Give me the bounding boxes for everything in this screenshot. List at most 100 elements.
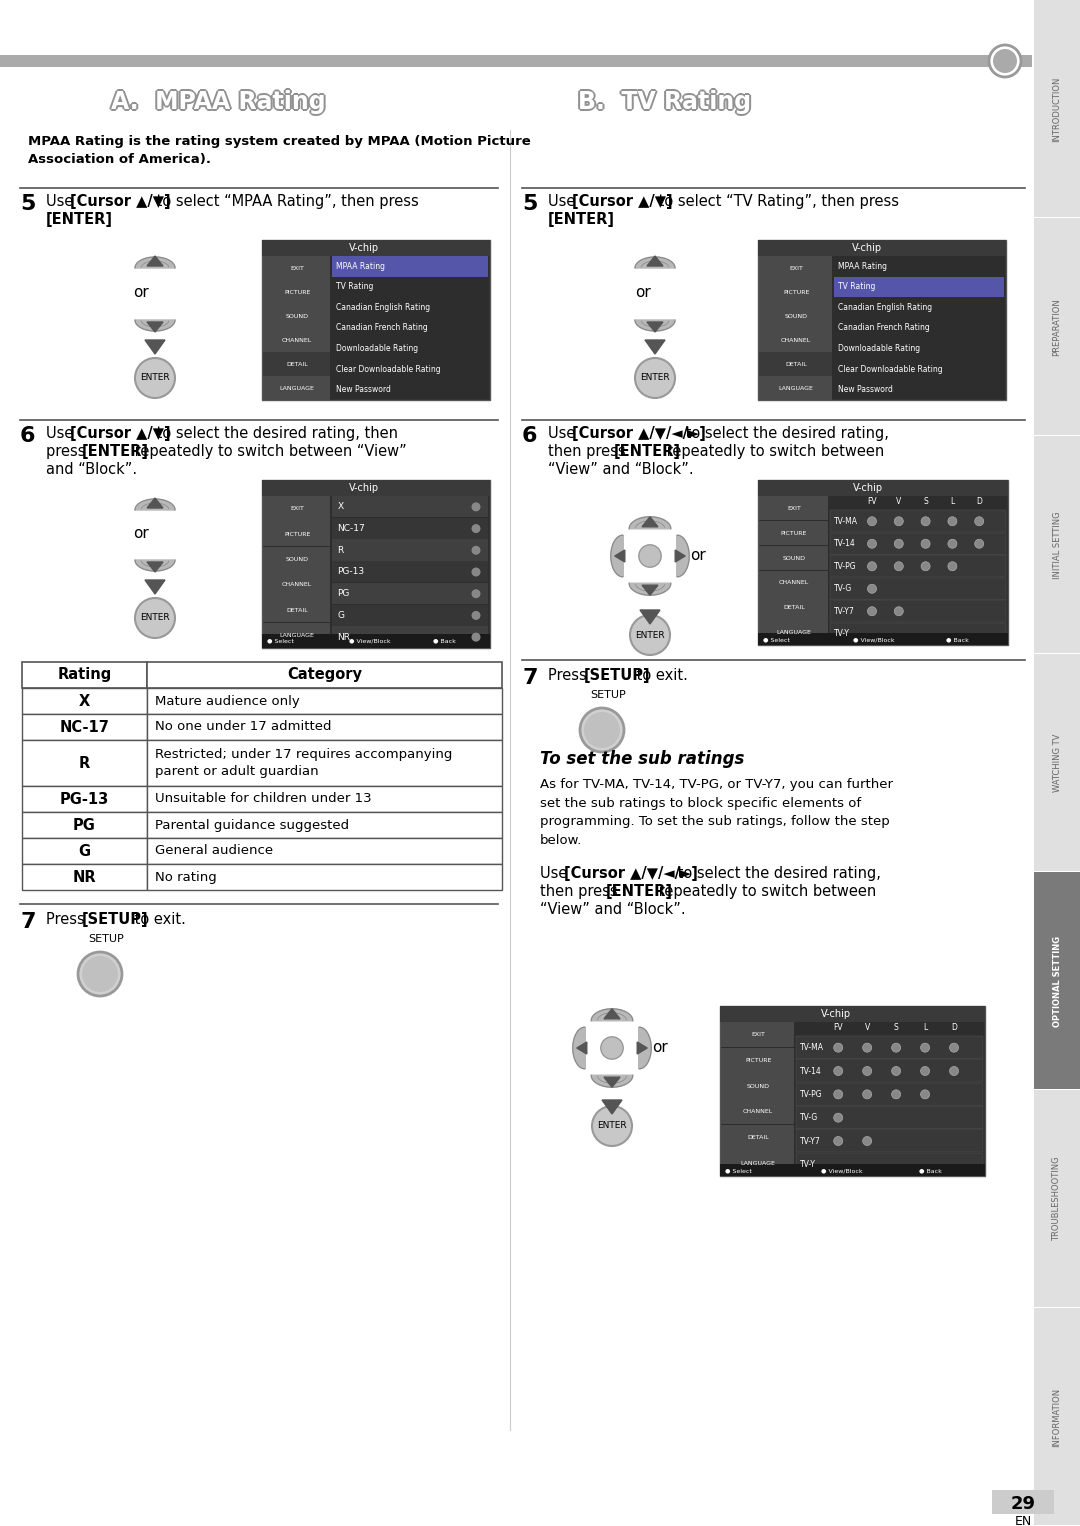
Bar xyxy=(264,496,330,520)
Polygon shape xyxy=(147,562,163,572)
Text: SETUP: SETUP xyxy=(87,934,124,945)
Bar xyxy=(796,1129,983,1152)
Text: FV: FV xyxy=(867,497,877,507)
Text: to select “TV Rating”, then press: to select “TV Rating”, then press xyxy=(653,194,899,209)
Text: B.  TV Rating: B. TV Rating xyxy=(578,90,751,114)
Text: TV-G: TV-G xyxy=(800,1112,819,1122)
Polygon shape xyxy=(640,610,660,624)
Text: TV-G: TV-G xyxy=(834,584,852,594)
Text: CHANNEL: CHANNEL xyxy=(282,337,312,342)
Text: V-chip: V-chip xyxy=(821,1009,851,1019)
Bar xyxy=(264,304,330,328)
Polygon shape xyxy=(675,549,685,562)
Bar xyxy=(22,662,147,688)
Text: .: . xyxy=(595,212,600,227)
Bar xyxy=(147,740,502,786)
Text: SOUND: SOUND xyxy=(783,555,806,560)
Text: DETAIL: DETAIL xyxy=(785,362,807,366)
Bar xyxy=(333,256,488,276)
Text: Canadian English Rating: Canadian English Rating xyxy=(336,304,431,311)
Bar xyxy=(147,786,502,812)
Text: PG: PG xyxy=(73,818,96,833)
Circle shape xyxy=(894,607,903,617)
Polygon shape xyxy=(591,1009,633,1021)
Circle shape xyxy=(580,708,624,752)
Text: 6: 6 xyxy=(522,426,538,446)
Text: CHANNEL: CHANNEL xyxy=(743,1109,773,1114)
Text: or: or xyxy=(690,548,705,563)
Text: press: press xyxy=(46,444,90,459)
Bar xyxy=(1034,655,1080,871)
Bar xyxy=(147,714,502,740)
Circle shape xyxy=(892,1090,901,1099)
Bar xyxy=(831,577,1005,600)
Circle shape xyxy=(472,523,481,533)
Text: ● View/Block: ● View/Block xyxy=(821,1167,862,1173)
Bar xyxy=(993,1489,1054,1514)
Text: “View” and “Block”.: “View” and “Block”. xyxy=(548,462,693,478)
Text: .: . xyxy=(94,212,98,227)
Text: L: L xyxy=(923,1022,928,1032)
Circle shape xyxy=(472,502,481,511)
Text: TROUBLESHOOTING: TROUBLESHOOTING xyxy=(1053,1157,1062,1241)
Text: Press: Press xyxy=(46,913,90,926)
Circle shape xyxy=(472,546,481,555)
Bar xyxy=(1034,1308,1080,1524)
Text: B.  TV Rating: B. TV Rating xyxy=(580,89,753,113)
Text: ENTER: ENTER xyxy=(635,630,665,639)
Text: TV Rating: TV Rating xyxy=(838,282,876,291)
Text: Canadian English Rating: Canadian English Rating xyxy=(838,304,932,311)
Text: Clear Downloadable Rating: Clear Downloadable Rating xyxy=(838,365,943,374)
Bar xyxy=(831,600,1005,623)
Text: Unsuitable for children under 13: Unsuitable for children under 13 xyxy=(154,792,372,806)
Text: V-chip: V-chip xyxy=(349,243,379,253)
Circle shape xyxy=(892,1067,901,1076)
Bar xyxy=(1034,1090,1080,1306)
Polygon shape xyxy=(604,1077,620,1087)
Bar xyxy=(721,1022,794,1047)
Circle shape xyxy=(863,1067,872,1076)
Text: INFORMATION: INFORMATION xyxy=(1053,1387,1062,1447)
Text: A.  MPAA Rating: A. MPAA Rating xyxy=(111,90,326,114)
Bar xyxy=(333,562,488,583)
Polygon shape xyxy=(637,1042,647,1054)
Text: or: or xyxy=(635,285,651,301)
Text: SOUND: SOUND xyxy=(286,313,309,319)
Text: [ENTER]: [ENTER] xyxy=(82,444,149,459)
Text: then press: then press xyxy=(540,884,622,899)
Text: Use: Use xyxy=(548,194,580,209)
Text: V-chip: V-chip xyxy=(349,484,379,493)
Text: OPTIONAL SETTING: OPTIONAL SETTING xyxy=(1053,935,1062,1027)
Circle shape xyxy=(949,1044,959,1051)
Text: A.  MPAA Rating: A. MPAA Rating xyxy=(110,92,325,114)
Text: ENTER: ENTER xyxy=(140,374,170,383)
Circle shape xyxy=(472,568,481,577)
Text: A.  MPAA Rating: A. MPAA Rating xyxy=(111,92,326,114)
Text: NR: NR xyxy=(72,870,96,885)
Text: To set the sub ratings: To set the sub ratings xyxy=(540,749,744,768)
Bar xyxy=(758,240,1005,256)
Polygon shape xyxy=(630,517,671,530)
Text: LANGUAGE: LANGUAGE xyxy=(777,630,811,635)
Circle shape xyxy=(892,1044,901,1051)
Circle shape xyxy=(948,517,957,526)
Polygon shape xyxy=(145,340,165,354)
Bar xyxy=(759,304,833,328)
Text: ● Select: ● Select xyxy=(267,638,294,642)
Bar xyxy=(22,714,147,740)
Bar xyxy=(721,1151,794,1175)
Polygon shape xyxy=(604,1009,620,1019)
Text: TV Rating: TV Rating xyxy=(336,282,374,291)
Polygon shape xyxy=(630,583,671,595)
Text: B.  TV Rating: B. TV Rating xyxy=(579,89,752,111)
Text: PREPARATION: PREPARATION xyxy=(1053,298,1062,356)
Text: B.  TV Rating: B. TV Rating xyxy=(579,89,752,113)
Bar xyxy=(264,623,330,647)
Circle shape xyxy=(82,955,118,992)
Polygon shape xyxy=(635,256,675,269)
Bar xyxy=(831,533,1005,554)
Text: PG-13: PG-13 xyxy=(59,792,109,807)
Text: TV-Y: TV-Y xyxy=(800,1160,816,1169)
Bar xyxy=(264,572,330,597)
Text: NC-17: NC-17 xyxy=(59,719,109,734)
